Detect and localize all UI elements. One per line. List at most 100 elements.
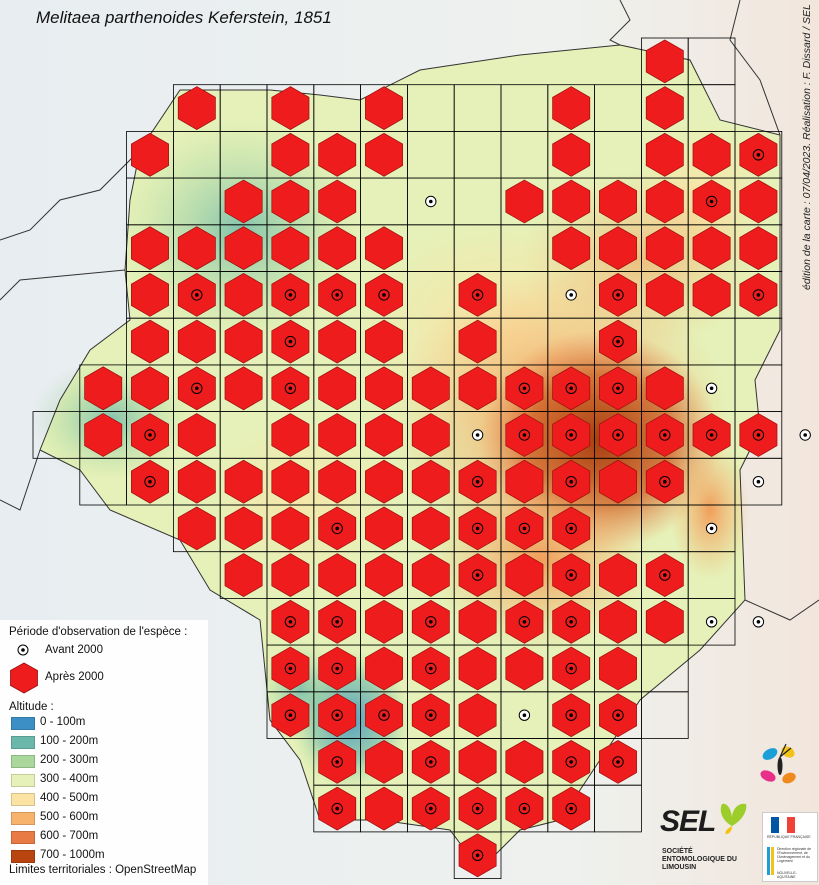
before-2000-dot bbox=[429, 806, 433, 811]
before-2000-ring bbox=[425, 662, 437, 675]
before-2000-ring bbox=[518, 429, 531, 441]
after-2000-hexagon bbox=[458, 366, 497, 411]
observation-marker bbox=[365, 366, 403, 411]
before-2000-dot bbox=[335, 666, 340, 671]
observation-marker bbox=[692, 179, 731, 224]
altitude-swatch-7 bbox=[11, 850, 35, 863]
observation-marker bbox=[739, 132, 778, 177]
observation-marker bbox=[565, 289, 577, 301]
before-2000-dot bbox=[475, 573, 480, 577]
observation-marker bbox=[318, 413, 357, 457]
before-2000-ring bbox=[284, 709, 297, 721]
observation-marker bbox=[224, 506, 263, 551]
before-2000-ring bbox=[471, 522, 484, 535]
observation-marker bbox=[318, 179, 357, 224]
after-2000-hexagon bbox=[505, 553, 544, 598]
before-2000-ring bbox=[705, 429, 718, 441]
altitude-label-2: 200 - 300m bbox=[40, 754, 99, 766]
after-2000-hexagon bbox=[271, 413, 310, 457]
observation-marker bbox=[177, 506, 216, 551]
observation-marker bbox=[224, 272, 263, 317]
observation-marker bbox=[224, 179, 263, 224]
observation-marker bbox=[705, 616, 718, 628]
before-2000-dot bbox=[335, 526, 340, 531]
observation-marker bbox=[365, 226, 403, 271]
after-2000-hexagon bbox=[271, 86, 310, 131]
before-2000-ring bbox=[659, 476, 671, 488]
before-2000-ring bbox=[612, 709, 624, 721]
observation-marker bbox=[84, 366, 123, 411]
observation-marker bbox=[177, 413, 216, 457]
before-2000-ring bbox=[565, 616, 577, 628]
after-2000-hexagon bbox=[645, 366, 684, 411]
before-2000-dot bbox=[522, 806, 527, 811]
observation-marker bbox=[552, 506, 591, 551]
before-2000-dot bbox=[569, 526, 573, 531]
observation-marker bbox=[552, 599, 591, 644]
before-2000-ring bbox=[331, 522, 343, 535]
observation-marker bbox=[599, 179, 637, 224]
after-2000-hexagon bbox=[552, 179, 591, 224]
after-2000-hexagon bbox=[224, 179, 263, 224]
observation-marker bbox=[365, 739, 403, 784]
grid-cell bbox=[641, 691, 689, 739]
observation-marker bbox=[552, 132, 591, 177]
after-2000-hexagon bbox=[318, 319, 357, 364]
observation-marker bbox=[271, 646, 310, 691]
before-2000-dot bbox=[429, 666, 433, 671]
observation-marker bbox=[645, 132, 684, 177]
after-2000-hexagon bbox=[177, 459, 216, 504]
observation-marker bbox=[411, 599, 450, 644]
observation-marker bbox=[458, 599, 497, 644]
before-2000-ring bbox=[425, 616, 437, 628]
before-2000-ring bbox=[659, 569, 671, 581]
after-2000-hexagon bbox=[692, 226, 731, 271]
observation-marker bbox=[458, 786, 497, 831]
observation-marker bbox=[365, 86, 403, 131]
after-2000-hexagon bbox=[365, 226, 403, 271]
after-2000-hexagon bbox=[177, 226, 216, 271]
after-2000-hexagon bbox=[365, 739, 403, 784]
after-2000-hexagon bbox=[645, 226, 684, 271]
observation-marker bbox=[505, 179, 544, 224]
before-2000-ring bbox=[705, 195, 718, 208]
sel-butterfly-icon bbox=[720, 803, 747, 834]
before-2000-dot bbox=[148, 479, 152, 484]
observation-marker bbox=[365, 132, 403, 177]
observation-markers bbox=[84, 39, 811, 878]
observation-marker bbox=[599, 459, 637, 504]
before-2000-ring bbox=[471, 429, 484, 441]
after-2000-hexagon bbox=[365, 646, 403, 691]
before-2000-ring bbox=[518, 802, 531, 815]
observation-marker bbox=[177, 86, 216, 131]
observation-marker bbox=[458, 553, 497, 598]
before-2000-dot bbox=[709, 620, 714, 624]
before-2000-dot bbox=[616, 386, 620, 391]
after-2000-hexagon bbox=[131, 272, 169, 317]
observation-marker bbox=[458, 366, 497, 411]
after-2000-hexagon bbox=[411, 459, 450, 504]
after-2000-hexagon bbox=[224, 506, 263, 551]
observation-marker bbox=[271, 413, 310, 457]
french-flag-icon bbox=[771, 817, 795, 833]
altitude-swatch-4 bbox=[11, 793, 35, 806]
before-2000-ring bbox=[705, 616, 718, 628]
before-2000-ring bbox=[144, 429, 156, 441]
altitude-swatch-6 bbox=[11, 831, 35, 844]
observation-marker bbox=[271, 599, 310, 644]
before-2000-dot bbox=[663, 433, 667, 437]
after-2000-hexagon bbox=[365, 599, 403, 644]
before-2000-ring bbox=[331, 802, 343, 815]
after-2000-hexagon bbox=[645, 86, 684, 131]
before-2000-ring bbox=[612, 382, 624, 394]
after-2000-hexagon bbox=[365, 366, 403, 411]
before-2000-dot bbox=[522, 386, 527, 391]
before-2000-ring bbox=[191, 289, 203, 301]
observation-marker bbox=[552, 179, 591, 224]
after-2000-hexagon bbox=[458, 739, 497, 784]
legend-after-label: Après 2000 bbox=[45, 671, 104, 683]
before-2000-ring bbox=[378, 709, 390, 721]
before-2000-dot bbox=[522, 713, 527, 717]
observation-marker bbox=[505, 739, 544, 784]
observation-marker bbox=[131, 272, 169, 317]
